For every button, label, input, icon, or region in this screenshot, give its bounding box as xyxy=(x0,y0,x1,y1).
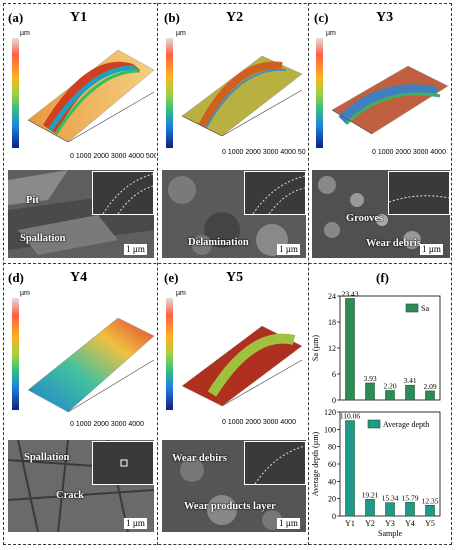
panel-title: Y1 xyxy=(70,10,88,25)
axis-tick: 0 1000 2000 3000 4000 5000 6000 xyxy=(70,153,156,160)
axis-tick: 0 1000 2000 3000 4000 xyxy=(70,421,144,428)
panel-label: (e) xyxy=(164,270,179,285)
figure-frame xyxy=(3,3,452,545)
scale-bar: 1 µm xyxy=(277,244,300,255)
axis-tick: 0 1000 2000 3000 4000 xyxy=(372,149,446,156)
legend-label: Sa xyxy=(421,304,429,313)
annotation: Crack xyxy=(56,490,84,501)
bar xyxy=(345,298,355,401)
colorbar xyxy=(166,38,173,148)
annotation: Spallation xyxy=(24,452,70,463)
surface-map-3d: 0 1000 2000 3000 4000 xyxy=(316,38,449,156)
y-tick-label: 20 xyxy=(328,495,336,504)
x-axis-label: Sample xyxy=(378,529,402,538)
bar xyxy=(385,390,395,401)
y-tick-label: 60 xyxy=(328,460,336,469)
data-label: 3.93 xyxy=(363,374,376,383)
annotation: Wear debris xyxy=(366,238,421,249)
panel-label: (b) xyxy=(164,10,180,25)
annotation: Wear debirs xyxy=(172,453,227,464)
legend-swatch xyxy=(367,419,381,429)
y-tick-label: 80 xyxy=(328,443,336,452)
axis-tick: 0 1000 2000 3000 4000 5000 xyxy=(222,149,306,156)
colorbar-unit: µm xyxy=(176,30,186,37)
surface-map-3d: 0 1000 2000 3000 4000 5000 xyxy=(166,38,306,156)
data-label: 15.79 xyxy=(402,493,419,502)
y-tick-label: 12 xyxy=(328,344,336,353)
divider xyxy=(308,3,309,545)
panel-label: (c) xyxy=(314,10,329,25)
bar xyxy=(345,420,355,517)
panel-title: Y5 xyxy=(226,270,244,285)
annotation: Delamination xyxy=(188,237,249,248)
panel-title: Y4 xyxy=(70,270,88,285)
data-label: 2.09 xyxy=(423,382,436,391)
surface-map-3d: 0 1000 2000 3000 4000 xyxy=(12,298,155,428)
annotation: Wear products layer xyxy=(184,501,276,512)
panel-label: (d) xyxy=(8,270,24,285)
panel-title: Y3 xyxy=(376,10,394,25)
surface-map-3d: 0 1000 2000 3000 4000 5000 6000 xyxy=(12,38,156,160)
colorbar xyxy=(12,298,19,410)
annotation: Grooves xyxy=(346,213,384,224)
y-tick-label: 120 xyxy=(324,408,336,417)
axis-tick: 0 1000 2000 3000 4000 xyxy=(222,419,296,426)
bar-chart-panel: 0 6 12 18 24 Sa (µm) 23.43 3.93 2.20 3.41 2.09 Sa 0 2… xyxy=(311,289,441,538)
bar xyxy=(425,390,435,401)
x-tick-label: Y2 xyxy=(365,519,375,528)
legend-label: Average depth xyxy=(383,420,429,429)
x-tick-label: Y4 xyxy=(405,519,415,528)
inset-image xyxy=(92,441,154,485)
inset-image xyxy=(388,171,450,215)
colorbar-unit: µm xyxy=(20,290,30,297)
annotation: Spallation xyxy=(20,233,66,244)
surface-map-3d: 0 1000 2000 3000 4000 xyxy=(166,298,303,426)
panel-label: (a) xyxy=(8,10,24,25)
y-tick-label: 0 xyxy=(332,512,336,521)
scale-bar: 1 µm xyxy=(124,244,147,255)
x-tick-label: Y3 xyxy=(385,519,395,528)
colorbar xyxy=(166,298,173,410)
bar xyxy=(365,499,375,517)
data-label: 15.34 xyxy=(382,494,399,503)
data-label: 19.21 xyxy=(362,490,379,499)
y-axis-label: Sa (µm) xyxy=(311,335,320,361)
colorbar-unit: µm xyxy=(176,290,186,297)
colorbar xyxy=(316,38,323,148)
inset-image xyxy=(244,441,306,485)
y-tick-label: 100 xyxy=(324,425,336,434)
data-label: 110.06 xyxy=(340,412,361,421)
bar xyxy=(385,502,395,517)
scale-bar: 1 µm xyxy=(420,244,443,255)
bar xyxy=(425,504,435,517)
divider xyxy=(157,3,158,545)
data-label: 23.43 xyxy=(342,289,359,298)
inset-image xyxy=(244,171,306,215)
y-axis-label: Average depth (µm) xyxy=(311,431,320,496)
bar xyxy=(405,502,415,517)
data-label: 2.20 xyxy=(383,381,396,390)
inset-image xyxy=(92,171,154,215)
x-tick-label: Y5 xyxy=(425,519,435,528)
colorbar xyxy=(12,38,19,148)
scale-bar: 1 µm xyxy=(277,518,300,529)
y-tick-label: 6 xyxy=(332,370,336,379)
y-tick-label: 18 xyxy=(328,318,336,327)
panel-label: (f) xyxy=(376,270,389,285)
bar xyxy=(365,382,375,401)
x-tick-label: Y1 xyxy=(345,519,355,528)
y-tick-label: 40 xyxy=(328,477,336,486)
y-tick-label: 0 xyxy=(332,396,336,405)
legend-swatch xyxy=(405,303,419,313)
colorbar-unit: µm xyxy=(20,30,30,37)
data-label: 12.35 xyxy=(422,496,439,505)
y-tick-label: 24 xyxy=(328,292,336,301)
colorbar-unit: µm xyxy=(326,30,336,37)
panel-title: Y2 xyxy=(226,10,244,25)
annotation: Pit xyxy=(26,195,39,206)
divider xyxy=(3,263,452,264)
scale-bar: 1 µm xyxy=(124,518,147,529)
bar xyxy=(405,384,415,401)
data-label: 3.41 xyxy=(403,376,416,385)
